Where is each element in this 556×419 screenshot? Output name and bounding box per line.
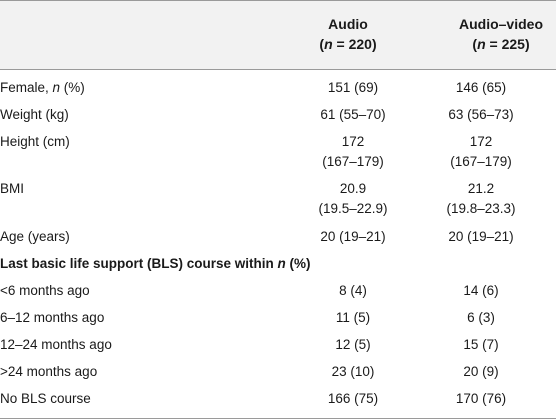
row-label-bmi: BMI [0, 181, 25, 196]
column-header-audio-name: Audio [328, 16, 368, 32]
label-text: Female, [0, 80, 53, 95]
column-header-audio-n: (n = 220) [298, 34, 398, 54]
cell-audio-bmi-median: 20.9 [339, 181, 367, 196]
row-label-weight: Weight (kg) [0, 107, 69, 122]
section-tail: (%) [285, 256, 311, 271]
cell-audio-video-bls-gt24: 20 (9) [463, 364, 499, 379]
cell-audio-height-range: (167–179) [322, 154, 384, 169]
cell-audio-video-height-range: (167–179) [450, 154, 512, 169]
cell-audio-video-no-bls: 170 (76) [455, 391, 507, 406]
row-label-bls-6-12: 6–12 months ago [0, 310, 105, 325]
cell-audio-bls-gt24: 23 (10) [331, 364, 375, 379]
cell-audio-video-bls-12-24: 15 (7) [463, 337, 499, 352]
section-heading-bls: Last basic life support (BLS) course wit… [0, 254, 311, 274]
cell-audio-video-weight: 63 (56–73) [448, 107, 514, 122]
cell-audio-video-bmi-median: 21.2 [467, 181, 495, 196]
top-rule [0, 0, 556, 1]
cell-audio-bls-6-12: 11 (5) [335, 310, 371, 325]
cell-audio-bmi-range: (19.5–22.9) [318, 201, 388, 216]
cell-audio-bls-12-24: 12 (5) [335, 337, 371, 352]
cell-audio-video-height-median: 172 [469, 134, 493, 149]
row-label-bls-lt6: <6 months ago [0, 283, 90, 298]
cell-audio-video-female: 146 (65) [455, 80, 507, 95]
cell-audio-female: 151 (69) [327, 80, 379, 95]
n-symbol: n [277, 256, 286, 271]
label-tail: (%) [60, 80, 85, 95]
column-header-audio: Audio (n = 220) [298, 14, 398, 54]
row-label-height: Height (cm) [0, 134, 70, 149]
table-header-background [0, 0, 556, 69]
cell-audio-height-median: 172 [341, 134, 365, 149]
n-symbol: n [477, 36, 486, 52]
cell-audio-age: 20 (19–21) [320, 229, 386, 244]
cell-audio-weight: 61 (55–70) [320, 107, 386, 122]
n-symbol: n [52, 80, 61, 95]
n-value: = 220) [332, 36, 377, 52]
row-label-bls-12-24: 12–24 months ago [0, 337, 112, 352]
cell-audio-video-bmi-range: (19.8–23.3) [446, 201, 516, 216]
section-text: Last basic life support (BLS) course wit… [0, 256, 278, 271]
cell-audio-video-bls-lt6: 14 (6) [463, 283, 499, 298]
row-label-female: Female, n (%) [0, 78, 230, 98]
cell-audio-no-bls: 166 (75) [327, 391, 379, 406]
row-label-bls-gt24: >24 months ago [0, 364, 98, 379]
row-label-age: Age (years) [0, 229, 70, 244]
n-value: = 225) [485, 36, 530, 52]
paren: ( [472, 36, 478, 52]
cell-audio-bls-lt6: 8 (4) [339, 283, 367, 298]
header-rule [0, 69, 556, 70]
cell-audio-video-age: 20 (19–21) [448, 229, 514, 244]
row-label-no-bls: No BLS course [0, 391, 91, 406]
column-header-audio-video-n: (n = 225) [446, 34, 556, 54]
cell-audio-video-bls-6-12: 6 (3) [467, 310, 495, 325]
column-header-audio-video: Audio–video (n = 225) [446, 14, 556, 54]
n-symbol: n [324, 36, 333, 52]
column-header-audio-video-name: Audio–video [458, 16, 543, 32]
paren: ( [319, 36, 325, 52]
